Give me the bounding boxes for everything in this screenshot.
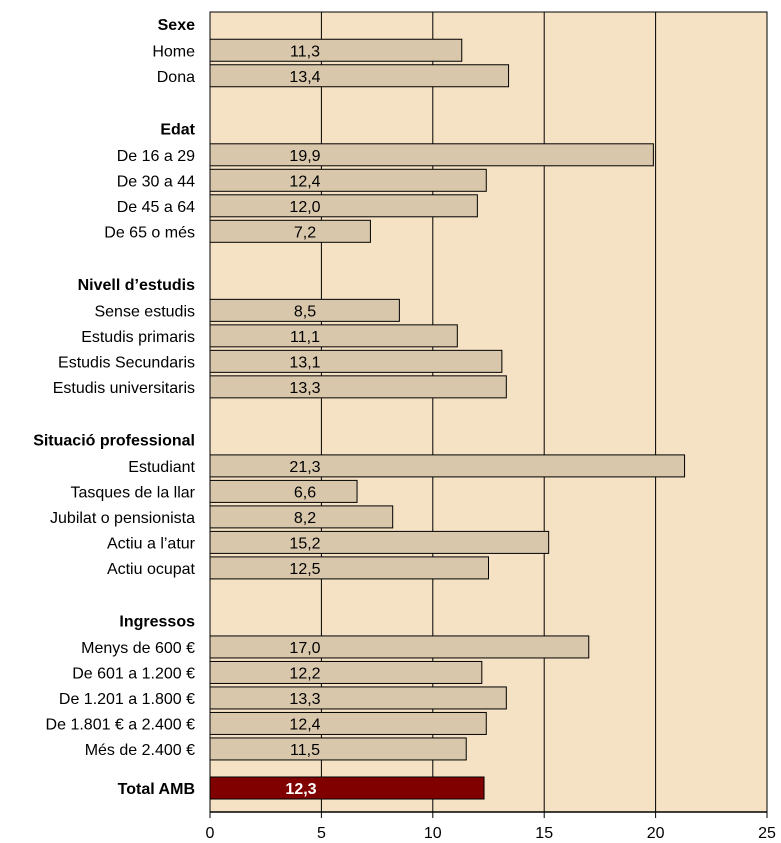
bar bbox=[209, 194, 478, 218]
category-label: Sense estudis bbox=[94, 303, 195, 320]
data-label: 7,2 bbox=[294, 224, 316, 241]
bar bbox=[209, 38, 463, 62]
data-label: 8,2 bbox=[294, 510, 316, 527]
total-data-label: 12,3 bbox=[285, 781, 316, 798]
bar bbox=[209, 556, 489, 580]
data-label: 12,0 bbox=[289, 199, 320, 216]
data-label: 21,3 bbox=[289, 459, 320, 476]
category-label: Actiu ocupat bbox=[107, 561, 196, 578]
data-label: 8,5 bbox=[294, 303, 316, 320]
bar bbox=[209, 711, 487, 735]
data-label: 11,3 bbox=[290, 43, 320, 60]
bar bbox=[209, 530, 550, 554]
data-label: 6,6 bbox=[294, 484, 316, 501]
bar bbox=[209, 375, 507, 399]
bar bbox=[209, 737, 467, 761]
x-tick-label: 5 bbox=[317, 825, 326, 842]
category-label: Home bbox=[152, 43, 195, 60]
data-label: 12,4 bbox=[289, 716, 320, 733]
category-label: De 16 a 29 bbox=[117, 148, 195, 165]
bar bbox=[209, 479, 358, 503]
category-label: De 65 o més bbox=[104, 224, 195, 241]
data-label: 13,4 bbox=[289, 69, 320, 86]
category-label: Tasques de la llar bbox=[70, 484, 195, 501]
group-title: Nivell d’estudis bbox=[78, 277, 195, 294]
group-title: Situació professional bbox=[33, 432, 195, 449]
category-label: Estudis primaris bbox=[81, 329, 195, 346]
group-title: Ingressos bbox=[119, 613, 195, 630]
total-bar bbox=[209, 776, 485, 800]
category-label: Més de 2.400 € bbox=[85, 742, 195, 759]
category-label: Dona bbox=[157, 69, 195, 86]
category-label: Jubilat o pensionista bbox=[50, 510, 195, 527]
bar bbox=[209, 219, 371, 243]
group-title: Sexe bbox=[158, 17, 195, 34]
category-label: Estudis Secundaris bbox=[58, 354, 195, 371]
bar bbox=[209, 635, 590, 659]
data-label: 11,5 bbox=[290, 742, 320, 759]
bar bbox=[209, 64, 510, 88]
x-tick-label: 20 bbox=[647, 825, 665, 842]
x-tick-label: 10 bbox=[424, 825, 442, 842]
data-label: 15,2 bbox=[289, 535, 320, 552]
data-label: 13,1 bbox=[289, 354, 320, 371]
bar bbox=[209, 168, 487, 192]
bar bbox=[209, 349, 503, 373]
x-tick-label: 0 bbox=[206, 825, 215, 842]
data-label: 19,9 bbox=[289, 148, 320, 165]
data-label: 13,3 bbox=[289, 380, 320, 397]
x-tick-label: 25 bbox=[758, 825, 776, 842]
data-label: 11,1 bbox=[290, 329, 320, 346]
bar bbox=[209, 660, 483, 684]
data-label: 12,2 bbox=[289, 665, 320, 682]
category-label: Actiu a l’atur bbox=[107, 535, 196, 552]
category-label: De 1.201 a 1.800 € bbox=[59, 691, 195, 708]
x-tick-label: 15 bbox=[535, 825, 553, 842]
data-label: 12,4 bbox=[289, 173, 320, 190]
bar bbox=[209, 324, 458, 348]
total-label: Total AMB bbox=[118, 781, 195, 798]
plot-border bbox=[209, 11, 768, 813]
category-label: De 30 a 44 bbox=[117, 173, 195, 190]
category-label: De 1.801 € a 2.400 € bbox=[46, 716, 196, 733]
category-label: Estudiant bbox=[128, 459, 195, 476]
category-label: Menys de 600 € bbox=[81, 640, 195, 657]
data-label: 12,5 bbox=[289, 561, 320, 578]
bar bbox=[209, 454, 686, 478]
bar bbox=[209, 143, 654, 167]
bar bbox=[209, 686, 507, 710]
category-label: Estudis universitaris bbox=[53, 380, 195, 397]
data-label: 17,0 bbox=[289, 640, 320, 657]
category-label: De 601 a 1.200 € bbox=[72, 665, 195, 682]
group-title: Edat bbox=[160, 121, 195, 138]
data-label: 13,3 bbox=[289, 691, 320, 708]
category-label: De 45 a 64 bbox=[117, 199, 195, 216]
